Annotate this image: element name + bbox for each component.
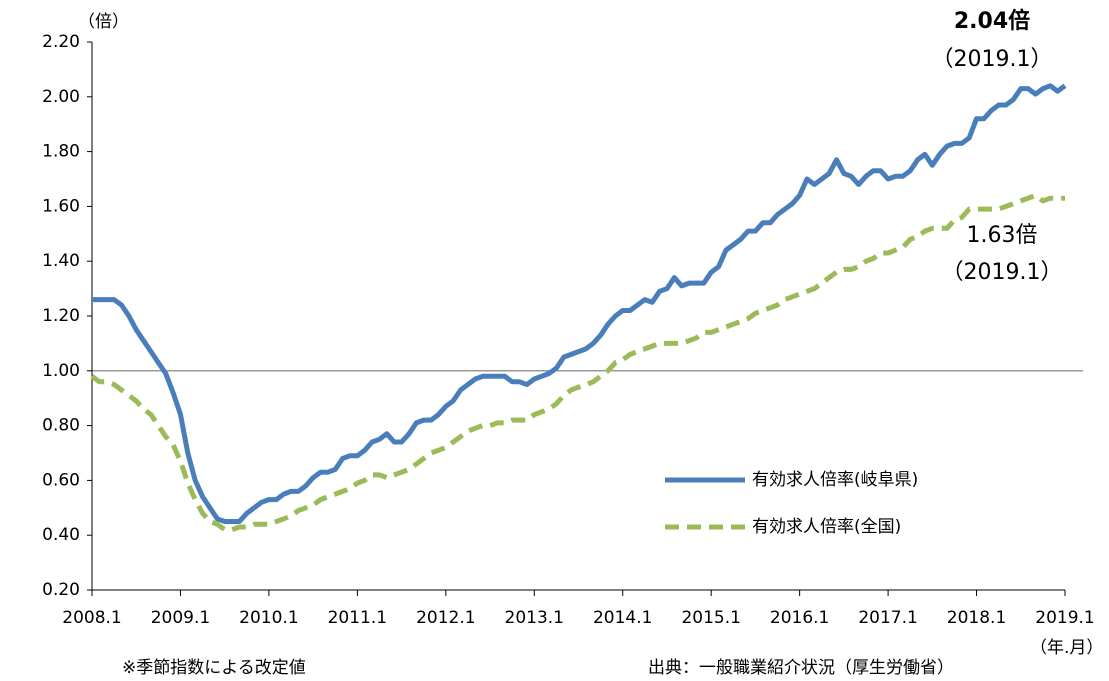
x-tick-label: 2019.1 xyxy=(1035,608,1094,628)
y-tick-label: 1.20 xyxy=(42,306,80,326)
source: 出典：一般職業紹介状況（厚生労働省） xyxy=(648,658,954,678)
x-tick-label: 2011.1 xyxy=(328,608,387,628)
y-tick-label: 1.80 xyxy=(42,142,80,162)
y-tick-label: 0.80 xyxy=(42,416,80,436)
annotation: （2019.1） xyxy=(942,260,1063,285)
y-tick-label: 0.40 xyxy=(42,525,80,545)
y-tick-label: 0.60 xyxy=(42,470,80,490)
y-tick-label: 2.20 xyxy=(42,32,80,52)
x-tick-label: 2008.1 xyxy=(62,608,121,628)
series-line xyxy=(90,192,1065,533)
x-tick-label: 2013.1 xyxy=(505,608,564,628)
legend-label: 有効求人倍率(岐阜県) xyxy=(752,470,918,490)
x-tick-label: 2018.1 xyxy=(947,608,1006,628)
legend-label: 有効求人倍率(全国) xyxy=(752,517,901,537)
y-unit: （倍） xyxy=(78,12,129,32)
series-line xyxy=(92,83,1067,524)
x-tick-label: 2010.1 xyxy=(239,608,298,628)
x-tick-label: 2009.1 xyxy=(151,608,210,628)
annotation: （2019.1） xyxy=(932,47,1053,72)
note: ※季節指数による改定値 xyxy=(122,658,306,678)
x-tick-label: 2012.1 xyxy=(416,608,475,628)
y-tick-label: 1.60 xyxy=(42,196,80,216)
x-tick-label: 2014.1 xyxy=(593,608,652,628)
annotation: 1.63倍 xyxy=(967,223,1038,248)
y-tick-label: 1.00 xyxy=(42,361,80,381)
y-tick-label: 0.20 xyxy=(42,580,80,600)
x-unit: （年.月） xyxy=(1030,638,1103,658)
y-tick-label: 1.40 xyxy=(42,251,80,271)
annotation: 2.04倍 xyxy=(954,8,1030,34)
y-tick-label: 2.00 xyxy=(42,87,80,107)
x-tick-label: 2016.1 xyxy=(770,608,829,628)
x-tick-label: 2015.1 xyxy=(681,608,740,628)
x-tick-label: 2017.1 xyxy=(858,608,917,628)
